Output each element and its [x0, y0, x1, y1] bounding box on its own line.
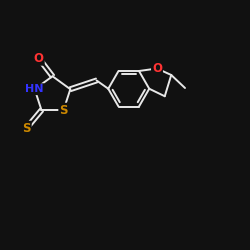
Text: S: S	[59, 104, 68, 117]
Text: O: O	[152, 62, 162, 75]
Text: O: O	[34, 52, 44, 65]
Text: S: S	[22, 122, 31, 135]
Text: HN: HN	[26, 84, 44, 94]
